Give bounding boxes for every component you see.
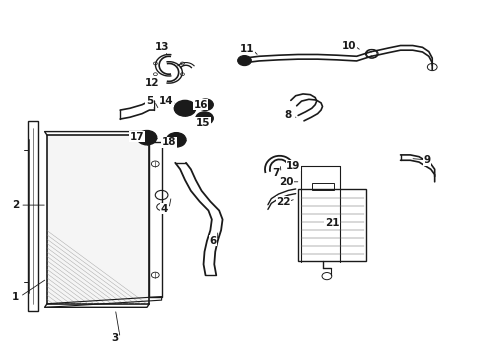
Text: 11: 11 [239, 44, 254, 54]
Text: 12: 12 [144, 78, 159, 88]
Text: 2: 2 [12, 200, 19, 210]
Text: 9: 9 [423, 155, 430, 165]
Circle shape [174, 100, 195, 116]
Bar [47, 135, 149, 304]
Text: 10: 10 [342, 41, 356, 50]
Circle shape [166, 133, 185, 147]
Text: 1: 1 [12, 292, 19, 302]
Text: 4: 4 [160, 204, 167, 214]
Text: 17: 17 [130, 132, 144, 142]
Bar [298, 189, 366, 261]
Text: 18: 18 [162, 138, 176, 147]
Text: 16: 16 [193, 100, 207, 110]
Text: 15: 15 [195, 118, 210, 128]
Circle shape [137, 131, 157, 145]
Text: 20: 20 [278, 177, 293, 187]
Bar [27, 121, 38, 311]
Bar [149, 142, 161, 297]
Text: 19: 19 [285, 161, 300, 171]
Text: 6: 6 [209, 236, 216, 246]
Text: 5: 5 [145, 96, 153, 106]
Text: 22: 22 [276, 197, 290, 207]
Text: 7: 7 [272, 168, 279, 178]
Circle shape [197, 99, 213, 111]
Text: 13: 13 [154, 42, 168, 52]
Circle shape [237, 55, 251, 66]
Text: 14: 14 [159, 96, 173, 106]
Bar [311, 183, 333, 190]
Text: 21: 21 [325, 218, 339, 228]
Text: 8: 8 [284, 111, 291, 121]
Circle shape [195, 112, 213, 125]
Text: 3: 3 [111, 333, 119, 343]
